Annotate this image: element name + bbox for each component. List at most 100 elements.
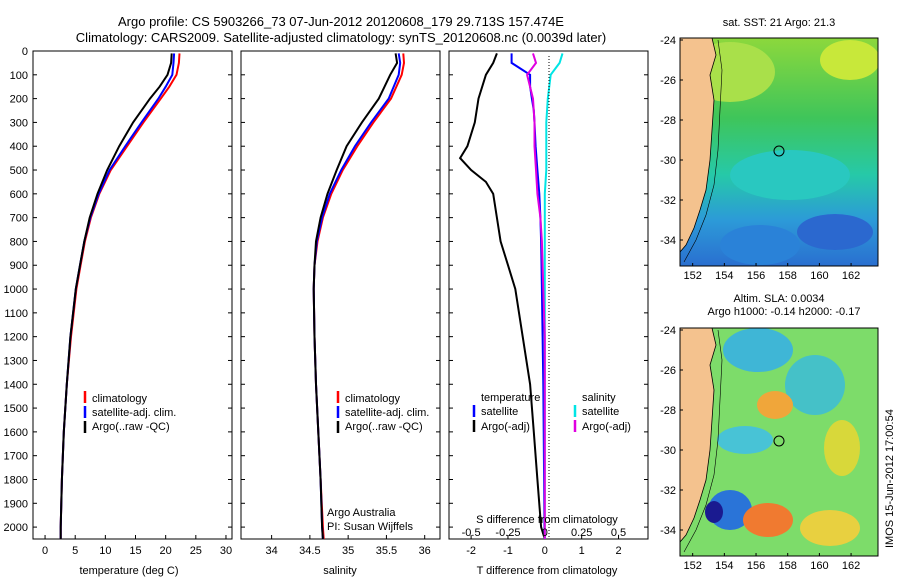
map-sla: [680, 328, 878, 556]
depth-tick-label: 800: [10, 236, 28, 248]
sla-high-patch: [800, 510, 860, 546]
map-lon-label: 152: [683, 270, 701, 282]
map-lon-label: 158: [779, 560, 797, 572]
map-lon-label: 162: [842, 560, 860, 572]
temperature-axis-label: temperature (deg C): [79, 565, 178, 577]
series-line-climatology: [59, 53, 181, 539]
legend-label-satellite-s: satellite: [582, 406, 619, 418]
depth-tick-label: 200: [10, 94, 28, 106]
argo-location-marker: [773, 145, 785, 157]
title-line-2: Climatology: CARS2009. Satellite-adjuste…: [76, 30, 606, 45]
depth-tick-label: 1400: [4, 379, 28, 391]
s-difference-axis-label: S difference from climatology: [476, 514, 618, 526]
series-line-satellite-adj-clim-: [59, 53, 176, 539]
depth-tick-label: 1000: [4, 284, 28, 296]
x-tick-label: 34: [265, 545, 277, 557]
legend-label-climatology: climatology: [345, 393, 401, 405]
x-tick-label: -2: [466, 545, 476, 557]
legend-label-satellite: satellite-adj. clim.: [345, 407, 429, 419]
series-line-salinity-satellite: [543, 53, 564, 539]
sst-cool-patch: [797, 214, 873, 250]
legend-label-satellite: satellite-adj. clim.: [92, 407, 176, 419]
land-australia: [680, 328, 717, 543]
legend-label-satellite-t: satellite: [481, 406, 518, 418]
side-timestamp: IMOS 15-Jun-2012 17:00:54: [884, 409, 896, 548]
depth-tick-label: 600: [10, 189, 28, 201]
legend-label-argo: Argo(..raw -QC): [92, 421, 170, 433]
sst-warm-patch: [820, 40, 878, 80]
map-lon-label: 152: [683, 560, 701, 572]
map-lat-label: -26: [660, 365, 676, 377]
x-tick-label: 34.5: [299, 545, 320, 557]
map-lat-label: -30: [660, 155, 676, 167]
map-lon-label: 162: [842, 270, 860, 282]
depth-tick-label: 700: [10, 213, 28, 225]
map-lon-label: 158: [779, 270, 797, 282]
difference-panel-frame: [448, 50, 649, 540]
x-tick-label: 35.5: [376, 545, 397, 557]
depth-tick-label: 1600: [4, 427, 28, 439]
x-tick-label: 30: [220, 545, 232, 557]
depth-tick-label: 2000: [4, 522, 28, 534]
x-tick-label: 10: [99, 545, 111, 557]
map-sla-frame: [679, 327, 879, 557]
depth-tick-label: 500: [10, 165, 28, 177]
credit-line-2: PI: Susan Wijffels: [327, 521, 413, 533]
depth-tick-label: 1200: [4, 332, 28, 344]
sst-cool-patch: [720, 225, 800, 265]
depth-tick-label: 1900: [4, 498, 28, 510]
x-tick-label: 15: [129, 545, 141, 557]
x2-tick-label: -0.5: [462, 527, 481, 539]
depth-tick-label: 1500: [4, 403, 28, 415]
map-lat-label: -32: [660, 195, 676, 207]
difference-legend: temperature salinity satellite satellite…: [472, 392, 631, 433]
sla-high-patch: [824, 420, 860, 476]
coastline-contour: [683, 39, 723, 263]
x-tick-label: 5: [72, 545, 78, 557]
map-lat-label: -26: [660, 75, 676, 87]
series-line-salinity-argo-adj-: [526, 53, 546, 539]
map-lat-label: -34: [660, 525, 676, 537]
difference-series: [458, 53, 564, 540]
sla-min-patch: [705, 501, 723, 523]
depth-axis-labels: 0 100 200 300 400 500 600 700 800 900 1000 1100 1200…: [4, 46, 28, 534]
map-lon-label: 154: [715, 270, 733, 282]
sla-low-patch: [717, 426, 773, 454]
map-lon-label: 156: [747, 560, 765, 572]
map-sst-title: sat. SST: 21 Argo: 21.3: [723, 17, 836, 29]
legend-heading-temperature: temperature: [481, 392, 540, 404]
x2-tick-label: -0.25: [495, 527, 520, 539]
x-tick-labels: 0 5 10 15 20 25 30 34 34.5 35 35.5 36 -2 -1 0 1 2 -0.5 -0.…: [42, 527, 626, 557]
map-lat-label: -24: [660, 35, 676, 47]
title-line-1: Argo profile: CS 5903266_73 07-Jun-2012 …: [118, 14, 564, 29]
depth-tick-label: 400: [10, 141, 28, 153]
temperature-series: [59, 53, 181, 539]
depth-tick-label: 1700: [4, 451, 28, 463]
sla-max-patch: [743, 503, 793, 537]
sla-low-patch: [785, 355, 845, 415]
map-lat-label: -28: [660, 405, 676, 417]
map-sla-title: Altim. SLA: 0.0034: [733, 293, 824, 305]
map-lat-label: -32: [660, 485, 676, 497]
depth-tick-label: 900: [10, 260, 28, 272]
map-tick-labels: -24 -26 -28 -30 -32 -34 152 154 156 158 160 162 -24 -…: [660, 35, 860, 572]
sla-low-patch: [723, 328, 793, 372]
coastline-contour: [683, 329, 723, 553]
salinity-series: [312, 53, 406, 540]
argo-location-marker: [773, 435, 785, 447]
x2-tick-label: 0: [542, 527, 548, 539]
land-australia: [680, 38, 717, 253]
depth-tick-label: 1800: [4, 474, 28, 486]
series-line-satellite-adj-clim-: [312, 53, 402, 540]
depth-tick-label: 0: [22, 46, 28, 58]
legend-label-argo-s: Argo(-adj): [582, 421, 631, 433]
x2-tick-label: 0.5: [611, 527, 626, 539]
salinity-axis-label: salinity: [323, 565, 357, 577]
x2-tick-label: 0.25: [571, 527, 592, 539]
temperature-panel-frame: [32, 50, 233, 540]
x-tick-label: 35: [342, 545, 354, 557]
map-lat-label: -28: [660, 115, 676, 127]
x-tick-label: 0: [42, 545, 48, 557]
x-tick-label: 36: [419, 545, 431, 557]
